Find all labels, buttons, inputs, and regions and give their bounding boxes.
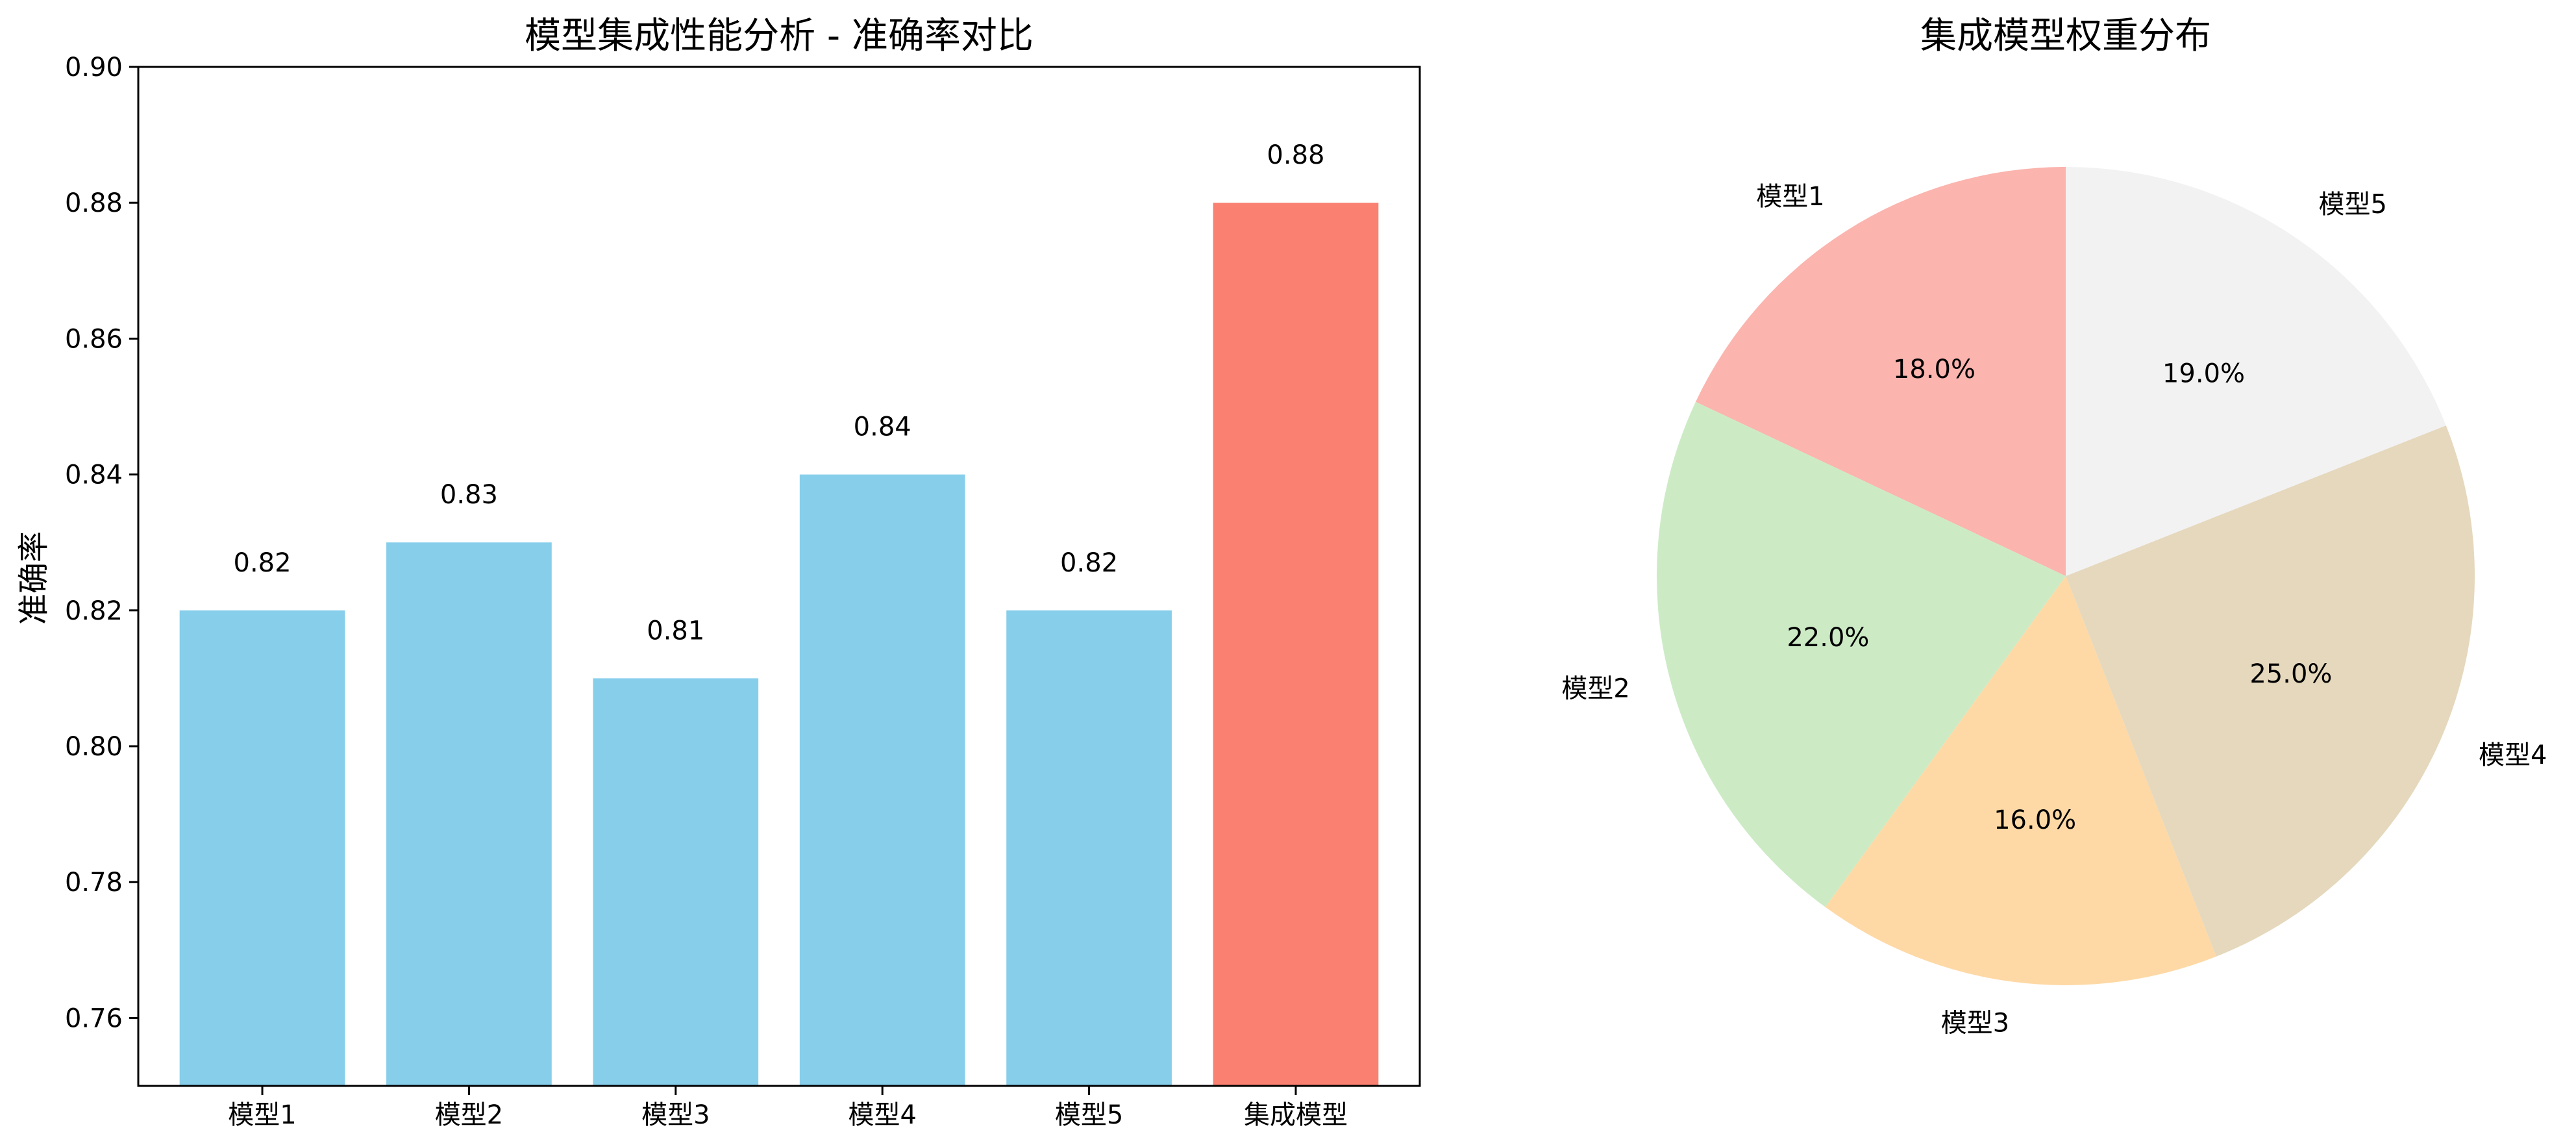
- bar-value-label: 0.82: [234, 548, 291, 578]
- pie-slice: [2066, 425, 2475, 957]
- bar-value-label: 0.88: [1267, 140, 1324, 170]
- pie-category-label: 模型2: [1561, 673, 1629, 703]
- x-tick-label: 模型4: [848, 1100, 916, 1130]
- y-tick-label: 0.88: [65, 188, 123, 218]
- pie-category-labels: 模型1 模型2 模型3 模型4 模型5: [1561, 182, 2547, 1038]
- pie-category-label: 模型4: [2479, 740, 2547, 770]
- bar-chart-title: 模型集成性能分析 - 准确率对比: [525, 15, 1034, 57]
- bar-value-label: 0.84: [854, 412, 911, 442]
- pie-chart: 集成模型权重分布 18.0%22.0%16.0%25.0%19.0% 模型1模型…: [1561, 15, 2547, 1038]
- pie-category-label: 模型3: [1941, 1009, 2009, 1038]
- bar-chart: 模型集成性能分析 - 准确率对比 准确率 0.760.780.800.820.8…: [16, 15, 1421, 1130]
- pie-slice: [2066, 167, 2446, 576]
- x-tick-label: 模型1: [228, 1100, 296, 1130]
- pie-slices: [1656, 167, 2475, 985]
- bar: [1006, 610, 1172, 1086]
- pie-slice: [1656, 401, 2066, 907]
- bar-value-label: 0.82: [1060, 548, 1118, 578]
- bar: [386, 542, 552, 1086]
- bar: [1213, 203, 1379, 1087]
- bar: [593, 678, 759, 1086]
- y-tick-label: 0.76: [65, 1003, 123, 1033]
- pie-slice: [1695, 167, 2066, 576]
- bar-value-label: 0.83: [440, 480, 498, 510]
- y-axis-label: 准确率: [16, 531, 52, 625]
- x-tick-label: 模型2: [435, 1100, 503, 1130]
- y-tick-label: 0.84: [65, 460, 123, 490]
- bars: [179, 203, 1379, 1087]
- pie-percent-labels: 18.0% 22.0% 16.0% 25.0% 19.0%: [1787, 355, 2332, 835]
- pie-slice: [1825, 576, 2216, 985]
- bar: [799, 474, 965, 1086]
- y-tick-label: 0.82: [65, 596, 123, 626]
- bar-value-labels: 0.82 0.83 0.81 0.84 0.82 0.88: [234, 140, 1325, 646]
- y-axis-ticks: 0.76 0.78 0.80 0.82 0.84 0.86 0.88 0.90: [65, 53, 138, 1033]
- pie-chart-title: 集成模型权重分布: [1920, 15, 2211, 57]
- y-tick-label: 0.78: [65, 868, 123, 898]
- x-axis-ticks: 模型1 模型2 模型3 模型4 模型5 集成模型: [228, 1086, 1348, 1130]
- x-tick-label: 集成模型: [1244, 1100, 1348, 1130]
- pie-category-label: 模型1: [1756, 182, 1824, 212]
- bar: [179, 610, 345, 1086]
- pie-category-label: 模型5: [2319, 190, 2387, 220]
- pie-percent-label: 16.0%: [1994, 805, 2076, 835]
- x-tick-label: 模型3: [641, 1100, 710, 1130]
- y-tick-label: 0.90: [65, 53, 123, 82]
- pie-percent-label: 22.0%: [1787, 623, 1869, 653]
- bar-value-label: 0.81: [647, 616, 704, 646]
- pie-percent-label: 19.0%: [2162, 359, 2245, 388]
- x-tick-label: 模型5: [1055, 1100, 1123, 1130]
- pie-percent-label: 25.0%: [2249, 659, 2332, 689]
- pie-percent-label: 18.0%: [1893, 355, 1975, 384]
- y-tick-label: 0.80: [65, 732, 123, 762]
- plot-frame: [137, 66, 1421, 1087]
- y-tick-label: 0.86: [65, 324, 123, 354]
